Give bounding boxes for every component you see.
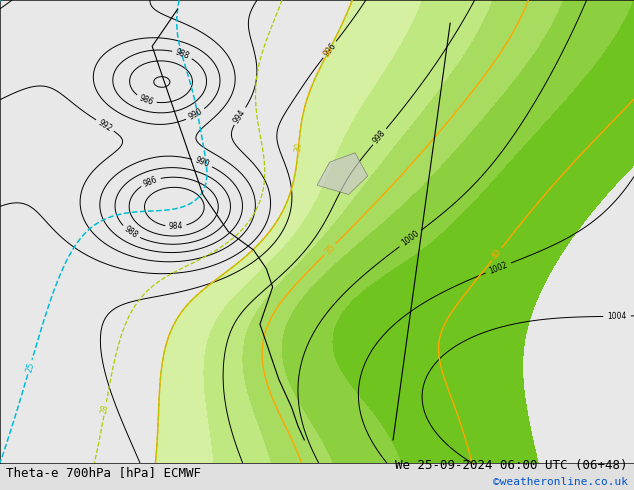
Text: Theta-e 700hPa [hPa] ECMWF: Theta-e 700hPa [hPa] ECMWF: [6, 466, 202, 479]
Polygon shape: [317, 153, 368, 195]
Text: 35: 35: [323, 243, 337, 256]
Text: 996: 996: [321, 41, 338, 58]
Text: 994: 994: [232, 108, 248, 125]
Text: 30: 30: [322, 45, 335, 58]
Text: 992: 992: [96, 118, 113, 133]
Text: 986: 986: [142, 174, 159, 188]
Text: ©weatheronline.co.uk: ©weatheronline.co.uk: [493, 477, 628, 487]
Text: 1002: 1002: [488, 260, 509, 276]
Text: 28: 28: [100, 403, 110, 415]
Text: We 25-09-2024 06:00 UTC (06+48): We 25-09-2024 06:00 UTC (06+48): [395, 459, 628, 472]
Text: 25: 25: [24, 361, 36, 373]
Text: 30: 30: [294, 142, 304, 152]
Text: 1004: 1004: [607, 312, 627, 321]
Text: 988: 988: [174, 48, 191, 61]
Text: 990: 990: [187, 107, 204, 122]
Text: 990: 990: [194, 156, 210, 170]
Text: 984: 984: [169, 222, 183, 231]
Text: 40: 40: [490, 247, 503, 261]
Text: 998: 998: [372, 128, 387, 145]
Text: 988: 988: [122, 224, 139, 240]
Text: 1000: 1000: [400, 229, 421, 248]
Text: 986: 986: [138, 93, 155, 107]
